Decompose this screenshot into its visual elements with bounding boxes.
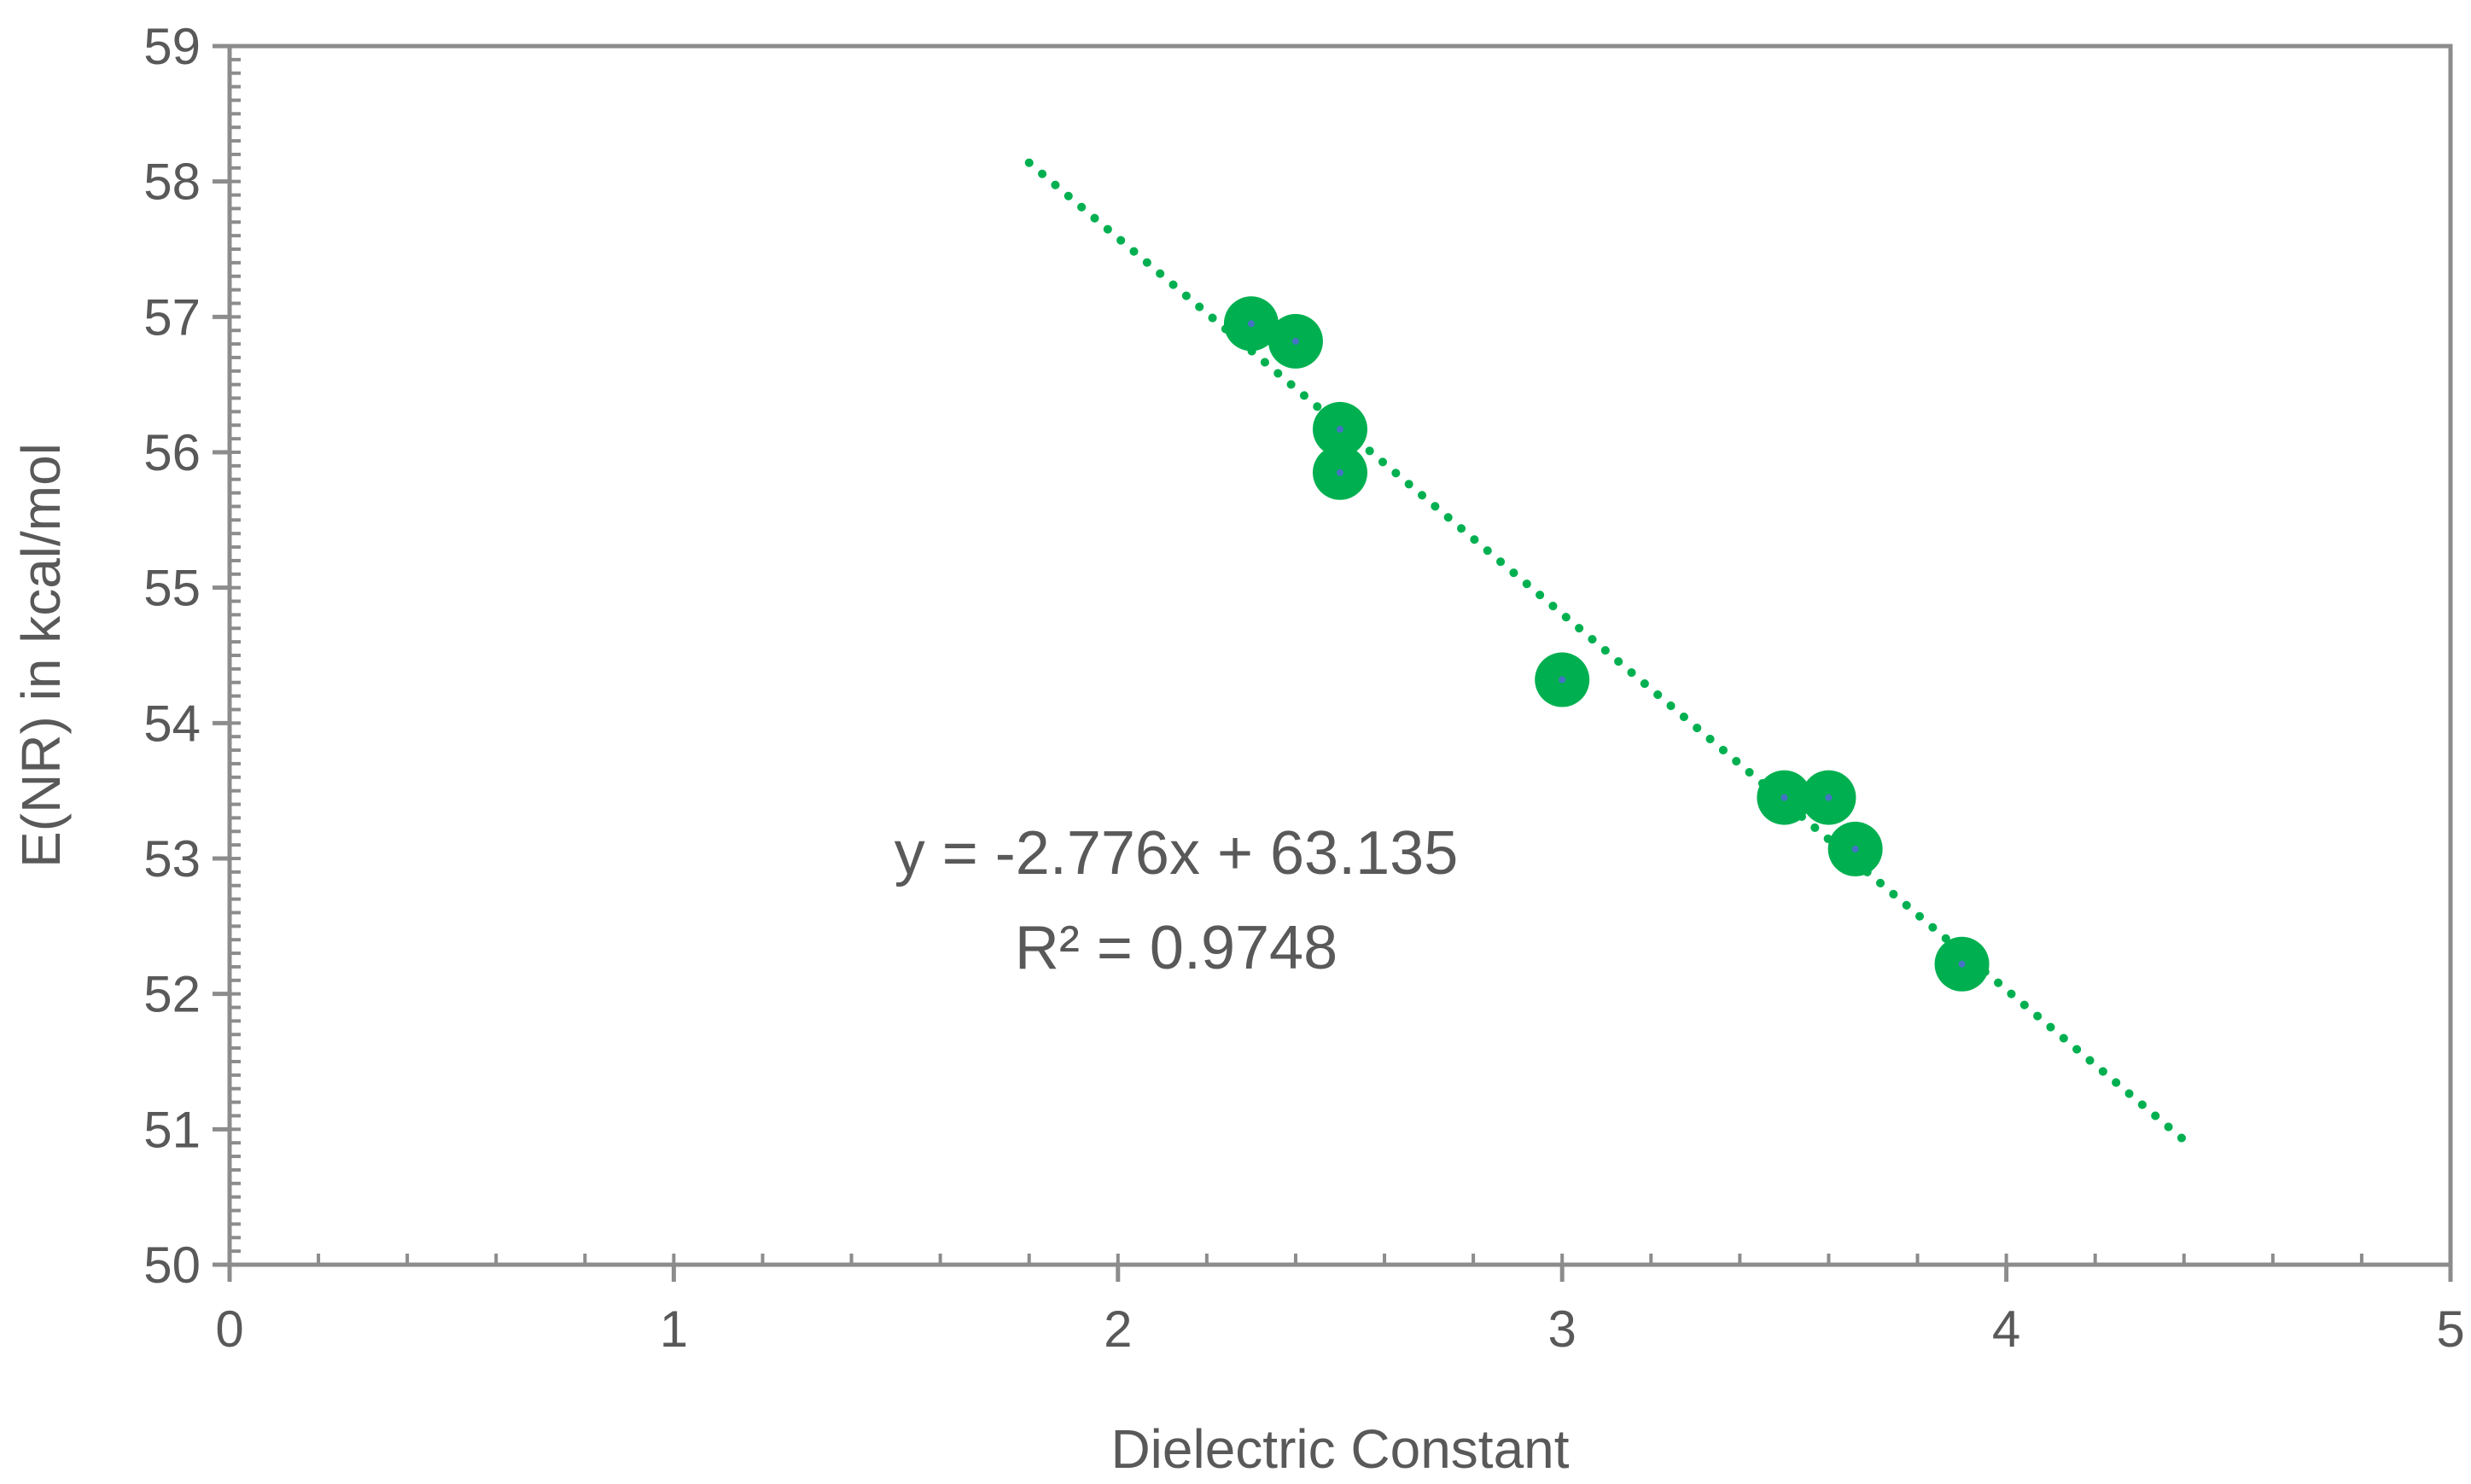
- x-tick-label: 1: [660, 1301, 688, 1358]
- data-point: [1313, 445, 1367, 500]
- y-tick-label: 51: [143, 1101, 201, 1158]
- y-tick-label: 53: [143, 830, 201, 887]
- y-tick-label: 50: [143, 1237, 201, 1294]
- x-tick-label: 3: [1548, 1301, 1576, 1358]
- data-point: [1268, 313, 1323, 369]
- data-point-center: [1780, 794, 1788, 801]
- y-tick-label: 55: [143, 560, 201, 617]
- trendline-r-squared: R² = 0.9748: [1015, 914, 1337, 982]
- y-tick-label: 56: [143, 424, 201, 481]
- x-axis-title: Dielectric Constant: [1110, 1418, 1569, 1480]
- data-point-center: [1291, 337, 1299, 345]
- data-point-center: [1958, 960, 1966, 968]
- x-tick-label: 2: [1104, 1301, 1132, 1358]
- y-axis-title: E(NR) in kcal/mol: [10, 443, 72, 868]
- minor-ticks: [228, 44, 2452, 1266]
- data-point-center: [1337, 426, 1343, 434]
- x-tick-label: 4: [1992, 1301, 2020, 1358]
- x-tick-label: 5: [2436, 1301, 2464, 1358]
- data-point: [1827, 821, 1883, 876]
- data-point-center: [1559, 676, 1566, 684]
- data-point: [1313, 402, 1367, 457]
- x-tick-label: 0: [215, 1301, 243, 1358]
- trendline-layer: [1024, 158, 2188, 1144]
- x-tick-labels: 0 1 2 3 4 5: [215, 1301, 2464, 1358]
- y-tick-label: 58: [143, 154, 201, 211]
- y-tick-label: 52: [143, 966, 201, 1023]
- data-point-center: [1247, 320, 1255, 328]
- data-point: [1934, 936, 1990, 992]
- y-tick-label: 57: [143, 288, 201, 346]
- data-point-center: [1825, 794, 1833, 801]
- y-tick-labels: 50 51 52 53 54 55 56 57 58 59: [143, 18, 201, 1294]
- data-point-center: [1337, 468, 1343, 476]
- y-tick-label: 59: [143, 18, 201, 75]
- trendline: [1024, 158, 2188, 1144]
- data-point-center: [1851, 845, 1859, 853]
- plot-area: [227, 44, 2453, 1267]
- major-ticks: [213, 44, 2453, 1282]
- data-point: [1223, 296, 1279, 352]
- data-point: [1535, 652, 1590, 707]
- data-point: [1757, 770, 1812, 825]
- y-tick-label: 54: [143, 695, 201, 752]
- data-point: [1801, 770, 1856, 825]
- points-layer: [1223, 296, 1990, 992]
- trendline-equation: y = -2.776x + 63.135: [895, 819, 1458, 887]
